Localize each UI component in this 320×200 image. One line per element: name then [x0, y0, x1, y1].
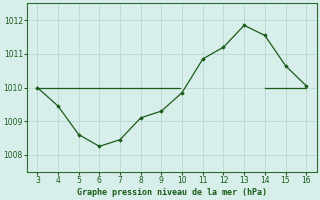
X-axis label: Graphe pression niveau de la mer (hPa): Graphe pression niveau de la mer (hPa)	[77, 188, 267, 197]
